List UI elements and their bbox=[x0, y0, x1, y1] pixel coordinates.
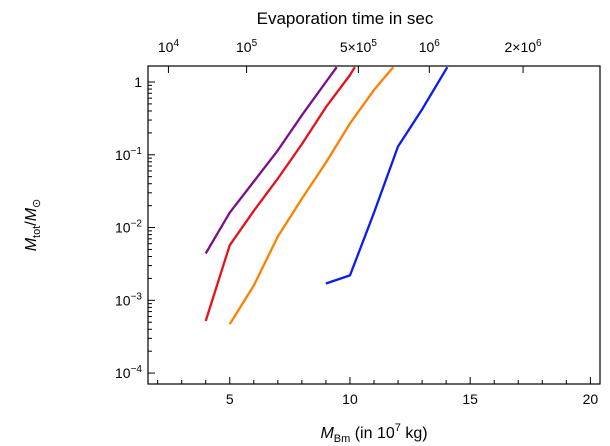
x-axis-label: MBm (in 107 kg) bbox=[320, 422, 427, 445]
series-line-3 bbox=[228, 66, 395, 325]
top-tick-label: 105 bbox=[236, 38, 258, 55]
y-tick-label: 10−3 bbox=[115, 291, 142, 308]
top-axis-title: Evaporation time in sec bbox=[257, 9, 434, 28]
series-line-4 bbox=[325, 66, 449, 285]
x-tick-label: 20 bbox=[583, 391, 599, 407]
y-axis-label: Mtot/M⊙ bbox=[23, 199, 43, 252]
top-tick-label: 5×105 bbox=[340, 38, 378, 55]
y-axis-ticks: 1 10−1 10−2 10−3 10−4 bbox=[115, 74, 155, 381]
x-tick-label: 10 bbox=[342, 391, 358, 407]
top-axis-ticks: 104 105 5×105 106 2×106 bbox=[158, 38, 542, 73]
plot-frame bbox=[147, 65, 601, 385]
y-tick-label: 1 bbox=[134, 74, 142, 90]
series-layer bbox=[204, 66, 449, 325]
x-tick-label: 15 bbox=[462, 391, 478, 407]
series-line-2 bbox=[204, 66, 356, 322]
top-tick-label: 104 bbox=[158, 38, 180, 55]
top-tick-label: 2×106 bbox=[505, 38, 543, 55]
y-tick-label: 10−1 bbox=[115, 146, 142, 163]
top-tick-label: 106 bbox=[419, 38, 441, 55]
x-tick-label: 5 bbox=[226, 391, 234, 407]
x-axis-ticks: 5 10 15 20 bbox=[157, 377, 599, 407]
series-line-1 bbox=[204, 66, 338, 255]
y-tick-label: 10−2 bbox=[115, 219, 142, 236]
y-tick-label: 10−4 bbox=[115, 364, 142, 381]
